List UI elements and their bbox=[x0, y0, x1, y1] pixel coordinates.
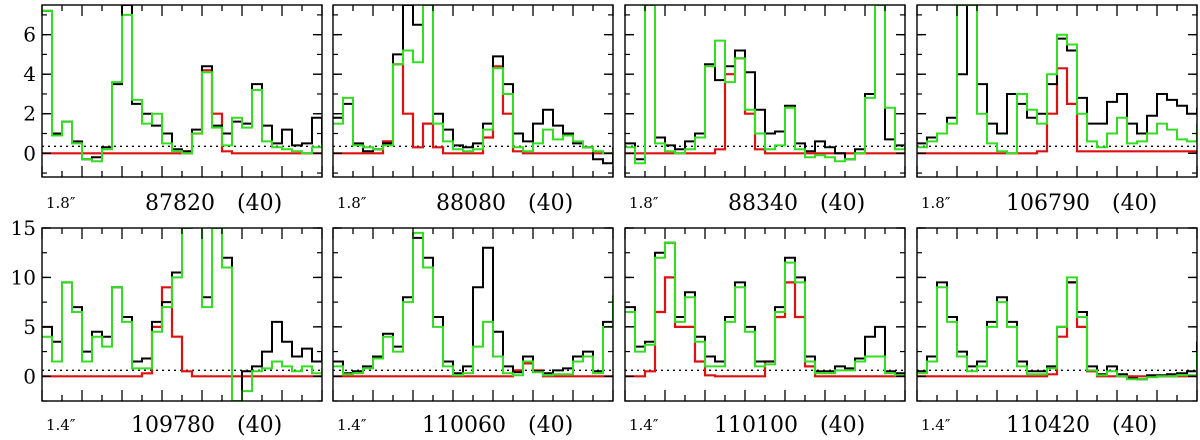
y-tick-label: 4 bbox=[23, 62, 36, 86]
series-observed bbox=[333, 5, 613, 165]
series-observed bbox=[42, 5, 322, 161]
transition-label: 87820 bbox=[145, 191, 215, 216]
y-tick-label: 5 bbox=[23, 315, 36, 339]
count-label: (40) bbox=[237, 413, 282, 438]
y-tick-label: 0 bbox=[23, 141, 36, 165]
panel-87820: 0 2 4 6 1.8″ 87820 (40) bbox=[23, 4, 323, 216]
panel-106790: 1.8″ 106790 (40) bbox=[916, 4, 1198, 216]
series-model-component bbox=[42, 69, 322, 155]
count-label: (40) bbox=[1112, 191, 1157, 216]
resolution-label: 1.4″ bbox=[629, 416, 659, 434]
series-model-total bbox=[333, 231, 613, 377]
panel-110420: 1.4″ 110420 (40) bbox=[916, 227, 1198, 438]
transition-label: 109780 bbox=[131, 413, 215, 438]
panel-110060: 1.4″ 110060 (40) bbox=[332, 227, 614, 438]
transition-label: 110420 bbox=[1006, 413, 1090, 438]
count-label: (40) bbox=[528, 413, 573, 438]
count-label: (40) bbox=[820, 413, 865, 438]
series-model-total bbox=[333, 5, 613, 155]
series-model-component bbox=[917, 67, 1197, 155]
count-label: (40) bbox=[1112, 413, 1157, 438]
series-model-total bbox=[42, 228, 322, 401]
series-model-component bbox=[42, 286, 322, 378]
resolution-label: 1.8″ bbox=[337, 194, 367, 212]
count-label: (40) bbox=[237, 191, 282, 216]
resolution-label: 1.4″ bbox=[921, 416, 951, 434]
transition-label: 110100 bbox=[714, 413, 798, 438]
resolution-label: 1.4″ bbox=[46, 416, 76, 434]
panel-88080: 1.8″ 88080 (40) bbox=[332, 4, 614, 216]
transition-label: 110060 bbox=[422, 413, 506, 438]
series-model-total bbox=[625, 241, 905, 377]
panel-109780: 0 5 10 15 1.4″ 109780 (40) bbox=[11, 216, 323, 438]
y-tick-label: 15 bbox=[11, 216, 36, 240]
series-model-total bbox=[42, 9, 322, 163]
resolution-label: 1.8″ bbox=[629, 194, 659, 212]
count-label: (40) bbox=[528, 191, 573, 216]
transition-label: 88080 bbox=[436, 191, 506, 216]
series-model-total bbox=[917, 276, 1197, 381]
series-model-component bbox=[625, 276, 905, 378]
series-model-component bbox=[333, 63, 613, 155]
panel-88340: 1.8″ 88340 (40) bbox=[624, 4, 906, 216]
resolution-label: 1.8″ bbox=[921, 194, 951, 212]
y-tick-label: 0 bbox=[23, 364, 36, 388]
y-tick-label: 6 bbox=[23, 23, 36, 47]
count-label: (40) bbox=[820, 191, 865, 216]
series-model-total bbox=[625, 5, 905, 165]
transition-label: 106790 bbox=[1006, 191, 1090, 216]
series-observed bbox=[625, 241, 905, 375]
panel-110100: 1.4″ 110100 (40) bbox=[624, 227, 906, 438]
resolution-label: 1.8″ bbox=[46, 194, 76, 212]
resolution-label: 1.4″ bbox=[337, 416, 367, 434]
y-tick-label: 10 bbox=[11, 265, 36, 289]
series-model-total bbox=[917, 5, 1197, 155]
transition-label: 88340 bbox=[728, 191, 798, 216]
y-tick-label: 2 bbox=[23, 102, 36, 126]
